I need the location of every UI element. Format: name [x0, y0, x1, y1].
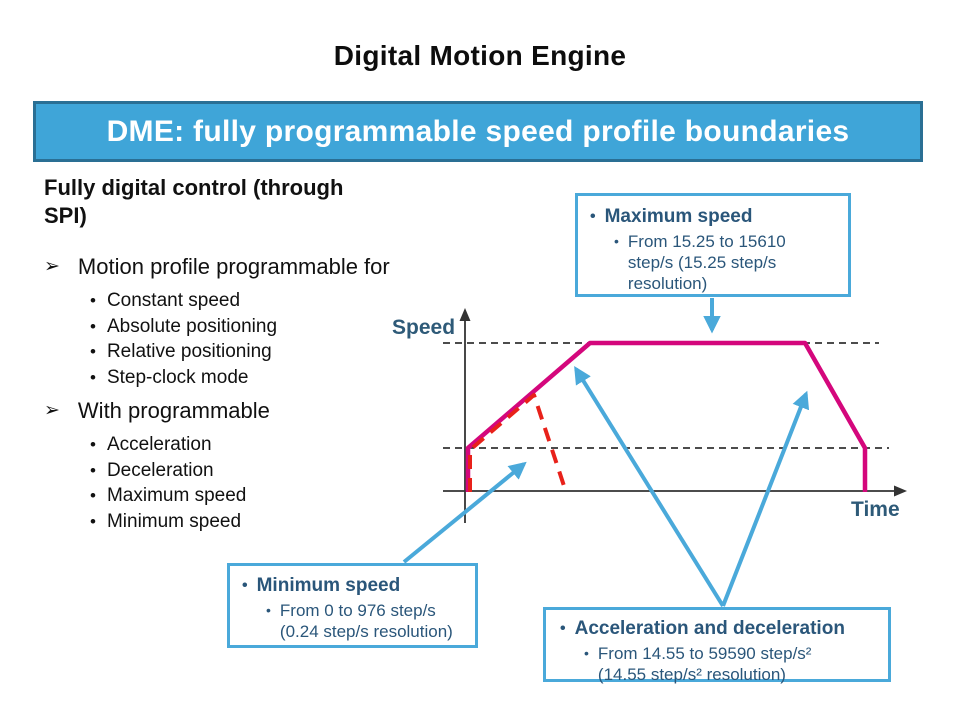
acceleration-arrow — [574, 366, 725, 608]
callout-detail-line: From 0 to 976 step/s — [279, 601, 436, 620]
y-axis-arrowhead-icon — [459, 308, 471, 321]
callout-detail-row: • From 15.25 to 15610 step/s (15.25 step… — [590, 231, 848, 294]
group-label-row: ➢ With programmable — [44, 398, 434, 424]
callout-title-row: • Maximum speed — [590, 205, 848, 229]
left-panel: Fully digital control (through SPI) ➢ Mo… — [44, 174, 434, 542]
callout-detail-line: From 14.55 to 59590 step/s² — [597, 644, 812, 663]
callout-detail-line: (0.24 step/s resolution) — [279, 622, 453, 641]
callout-maximum-speed: • Maximum speed • From 15.25 to 15610 st… — [575, 193, 851, 297]
deceleration-arrow — [721, 390, 810, 607]
dot-bullet-icon: • — [614, 233, 619, 249]
dot-bullet-icon: • — [266, 602, 271, 618]
callout-title-row: • Acceleration and deceleration — [560, 617, 888, 641]
callout-detail-line: resolution) — [627, 274, 708, 293]
speed-profile-curve — [465, 340, 868, 492]
callout-detail-line: step/s (15.25 step/s — [627, 253, 777, 272]
group-label: Motion profile programmable for — [77, 254, 390, 279]
arrow-bullet-icon: ➢ — [44, 256, 60, 277]
callout-detail-row: • From 14.55 to 59590 step/s² (14.55 ste… — [560, 643, 888, 685]
callout-acceleration-deceleration: • Acceleration and deceleration • From 1… — [543, 607, 891, 685]
callout-detail-line: (14.55 step/s² resolution) — [597, 665, 786, 684]
dot-bullet-icon: • — [90, 486, 96, 505]
page-title: Digital Motion Engine — [333, 40, 627, 71]
callout-detail: From 15.25 to 15610 step/s (15.25 step/s… — [628, 231, 786, 294]
banner-text: DME: fully programmable speed profile bo… — [106, 114, 850, 148]
list-item: • Relative positioning — [44, 339, 434, 365]
x-axis-label: Time — [851, 498, 900, 521]
callout-minimum-speed: • Minimum speed • From 0 to 976 step/s (… — [227, 563, 478, 648]
list-item-label: Constant speed — [106, 290, 241, 311]
group-label-row: ➢ Motion profile programmable for — [44, 254, 434, 280]
list-item: • Maximum speed — [44, 483, 434, 509]
callout-detail-row: • From 0 to 976 step/s (0.24 step/s reso… — [242, 600, 475, 642]
dot-bullet-icon: • — [90, 511, 96, 531]
list-item: • Minimum speed — [44, 509, 434, 535]
bullet-group-motion-profile: ➢ Motion profile programmable for • Cons… — [44, 254, 434, 390]
callout-detail: From 0 to 976 step/s (0.24 step/s resolu… — [280, 600, 453, 642]
arrow-bullet-icon: ➢ — [44, 400, 60, 421]
dot-bullet-icon: • — [584, 645, 589, 661]
dot-bullet-icon: • — [90, 291, 96, 310]
y-axis-label: Speed — [392, 316, 456, 339]
dot-bullet-icon: • — [590, 208, 596, 225]
dot-bullet-icon: • — [560, 620, 566, 637]
list-item: • Acceleration — [44, 432, 434, 458]
list-item: • Deceleration — [44, 458, 434, 484]
list-item: • Constant speed — [44, 288, 434, 314]
dot-bullet-icon: • — [90, 316, 96, 336]
callout-title: Maximum speed — [604, 206, 753, 227]
callout-title-row: • Minimum speed — [242, 574, 475, 598]
callout-title: Acceleration and deceleration — [574, 618, 845, 639]
dot-bullet-icon: • — [90, 342, 96, 361]
callout-detail: From 14.55 to 59590 step/s² (14.55 step/… — [598, 643, 812, 685]
list-item-label: Deceleration — [106, 459, 214, 481]
alt-profile-dashed-curve — [468, 393, 568, 493]
dot-bullet-icon: • — [90, 367, 96, 387]
dot-bullet-icon: • — [90, 435, 96, 454]
bullet-group-programmable: ➢ With programmable • Acceleration • Dec… — [44, 398, 434, 534]
list-item: • Absolute positioning — [44, 314, 434, 340]
callout-title: Minimum speed — [256, 575, 401, 596]
list-item-label: Absolute positioning — [106, 315, 278, 337]
list-item: • Step-clock mode — [44, 365, 434, 391]
x-axis-arrowhead-icon — [894, 485, 907, 497]
banner: DME: fully programmable speed profile bo… — [33, 101, 923, 162]
dot-bullet-icon: • — [90, 460, 96, 480]
list-item-label: Step-clock mode — [106, 366, 249, 388]
callout-detail-line: From 15.25 to 15610 — [627, 232, 786, 251]
list-item-label: Maximum speed — [106, 485, 247, 506]
list-item-label: Minimum speed — [106, 510, 242, 532]
dot-bullet-icon: • — [242, 577, 248, 594]
list-item-label: Relative positioning — [106, 341, 272, 362]
left-heading: Fully digital control (through SPI) — [44, 175, 344, 228]
list-item-label: Acceleration — [106, 434, 212, 455]
group-label: With programmable — [77, 398, 270, 423]
